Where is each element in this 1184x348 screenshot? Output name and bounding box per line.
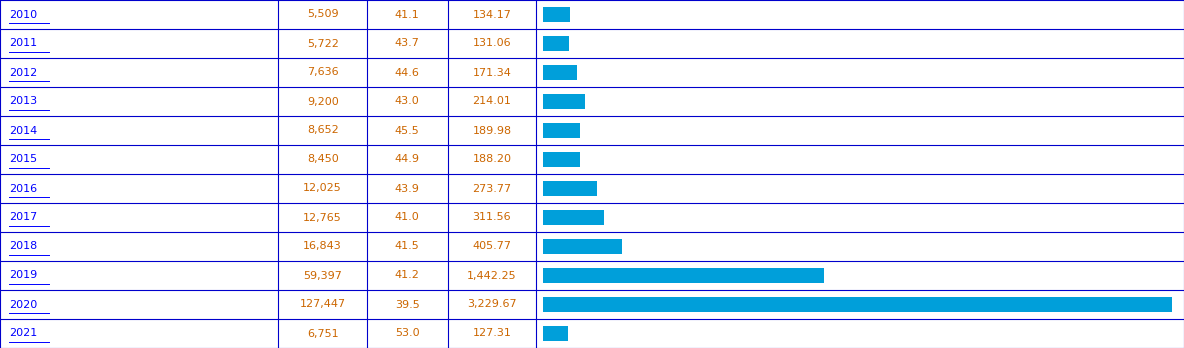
Text: 59,397: 59,397 [303, 270, 342, 280]
Bar [543, 209, 604, 226]
Text: 214.01: 214.01 [472, 96, 511, 106]
Text: 3,229.67: 3,229.67 [468, 300, 516, 309]
Text: 45.5: 45.5 [395, 126, 419, 135]
Text: 2021: 2021 [9, 329, 38, 339]
Text: 2014: 2014 [9, 126, 38, 135]
Text: 2015: 2015 [9, 155, 38, 165]
Text: 2019: 2019 [9, 270, 38, 280]
Text: 44.9: 44.9 [394, 155, 420, 165]
Bar [543, 64, 577, 80]
Text: 2018: 2018 [9, 242, 38, 252]
Text: 12,025: 12,025 [303, 183, 342, 193]
Text: 41.1: 41.1 [395, 9, 419, 19]
Text: 5,722: 5,722 [307, 39, 339, 48]
Text: 2012: 2012 [9, 68, 38, 78]
Text: 43.9: 43.9 [394, 183, 420, 193]
Text: 2011: 2011 [9, 39, 38, 48]
Text: 189.98: 189.98 [472, 126, 511, 135]
Bar [543, 35, 570, 52]
Text: 7,636: 7,636 [307, 68, 339, 78]
Text: 2016: 2016 [9, 183, 38, 193]
Text: 41.2: 41.2 [394, 270, 420, 280]
Text: 127.31: 127.31 [472, 329, 511, 339]
Bar [543, 238, 623, 254]
Text: 16,843: 16,843 [303, 242, 342, 252]
Bar [543, 296, 1172, 313]
Text: 6,751: 6,751 [307, 329, 339, 339]
Bar [543, 122, 580, 139]
Text: 2017: 2017 [9, 213, 38, 222]
Text: 171.34: 171.34 [472, 68, 511, 78]
Text: 39.5: 39.5 [395, 300, 419, 309]
Text: 8,652: 8,652 [307, 126, 339, 135]
Text: 405.77: 405.77 [472, 242, 511, 252]
Text: 2010: 2010 [9, 9, 38, 19]
Text: 5,509: 5,509 [307, 9, 339, 19]
Text: 9,200: 9,200 [307, 96, 339, 106]
Text: 188.20: 188.20 [472, 155, 511, 165]
Bar [543, 268, 824, 284]
Text: 131.06: 131.06 [472, 39, 511, 48]
Text: 1,442.25: 1,442.25 [468, 270, 516, 280]
Text: 12,765: 12,765 [303, 213, 342, 222]
Text: 41.5: 41.5 [395, 242, 419, 252]
Text: 2013: 2013 [9, 96, 38, 106]
Text: 43.7: 43.7 [394, 39, 420, 48]
Bar [543, 325, 568, 341]
Text: 53.0: 53.0 [395, 329, 419, 339]
Text: 273.77: 273.77 [472, 183, 511, 193]
Bar [543, 7, 570, 23]
Text: 44.6: 44.6 [394, 68, 420, 78]
Text: 8,450: 8,450 [307, 155, 339, 165]
Text: 41.0: 41.0 [395, 213, 419, 222]
Text: 43.0: 43.0 [395, 96, 419, 106]
Text: 2020: 2020 [9, 300, 38, 309]
Text: 311.56: 311.56 [472, 213, 511, 222]
Text: 134.17: 134.17 [472, 9, 511, 19]
Text: 127,447: 127,447 [300, 300, 346, 309]
Bar [543, 94, 585, 110]
Bar [543, 151, 580, 167]
Bar [543, 181, 597, 197]
